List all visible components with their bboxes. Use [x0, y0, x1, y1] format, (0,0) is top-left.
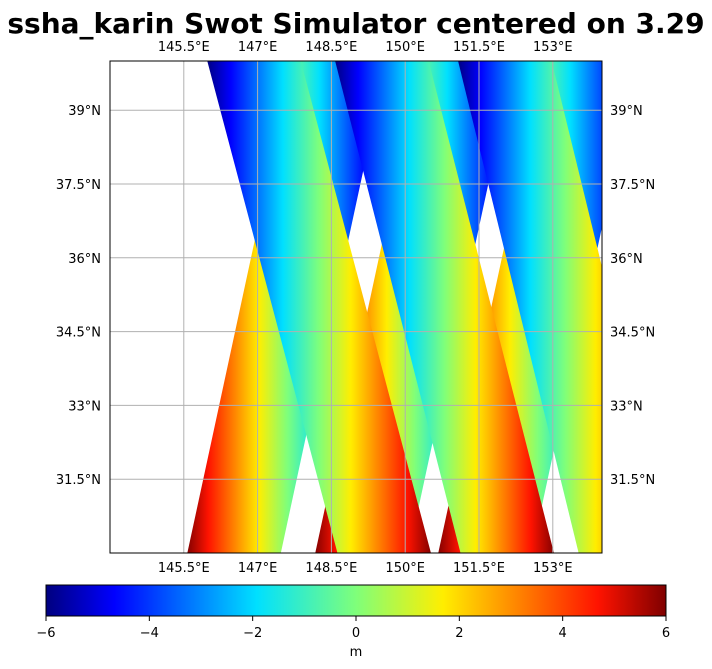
- chart-title: ssha_karin Swot Simulator centered on 3.…: [7, 7, 704, 40]
- x-tick-label-top: 148.5°E: [305, 40, 357, 55]
- colorbar-ticks: −6 −4 −2 0 2 4 6: [36, 616, 670, 641]
- colorbar-label: m: [350, 645, 363, 660]
- colorbar-tick-label: 2: [455, 626, 463, 641]
- colorbar-tick-label: 0: [352, 626, 360, 641]
- map-frame: [109, 60, 603, 554]
- x-tick-label-bottom: 150°E: [385, 561, 425, 576]
- x-tick-label-top: 153°E: [533, 40, 573, 55]
- colorbar-tick-label: −4: [140, 626, 159, 641]
- y-tick-label-left: 36°N: [68, 252, 101, 267]
- x-ticks-bottom: 145.5°E 147°E 148.5°E 150°E 151.5°E 153°E: [158, 561, 573, 576]
- map-area: [109, 60, 603, 554]
- x-tick-label-bottom: 151.5°E: [453, 561, 505, 576]
- x-tick-label-bottom: 145.5°E: [158, 561, 210, 576]
- y-tick-label-left: 37.5°N: [56, 178, 101, 193]
- y-tick-label-left: 39°N: [68, 104, 101, 119]
- colorbar-gradient: [45, 584, 667, 617]
- y-tick-label-right: 31.5°N: [610, 473, 655, 488]
- colorbar-tick-label: 4: [559, 626, 567, 641]
- y-tick-label-left: 31.5°N: [56, 473, 101, 488]
- x-tick-label-top: 151.5°E: [453, 40, 505, 55]
- colorbar-tick-label: −6: [36, 626, 55, 641]
- y-tick-label-left: 33°N: [68, 399, 101, 414]
- y-tick-label-right: 39°N: [610, 104, 643, 119]
- y-tick-label-left: 34.5°N: [56, 326, 101, 341]
- y-tick-label-right: 36°N: [610, 252, 643, 267]
- colorbar-tick-label: 6: [662, 626, 670, 641]
- x-tick-label-top: 150°E: [385, 40, 425, 55]
- colorbar-tick-label: −2: [243, 626, 262, 641]
- x-tick-label-top: 145.5°E: [158, 40, 210, 55]
- x-ticks-top: 145.5°E 147°E 148.5°E 150°E 151.5°E 153°E: [158, 40, 573, 55]
- x-tick-label-bottom: 153°E: [533, 561, 573, 576]
- colorbar: −6 −4 −2 0 2 4 6 m: [36, 584, 670, 660]
- y-ticks-left: 39°N 37.5°N 36°N 34.5°N 33°N 31.5°N: [56, 104, 101, 488]
- y-ticks-right: 39°N 37.5°N 36°N 34.5°N 33°N 31.5°N: [610, 104, 655, 488]
- x-tick-label-top: 147°E: [238, 40, 278, 55]
- y-tick-label-right: 33°N: [610, 399, 643, 414]
- y-tick-label-right: 34.5°N: [610, 326, 655, 341]
- gridlines: [110, 61, 602, 553]
- y-tick-label-right: 37.5°N: [610, 178, 655, 193]
- x-tick-label-bottom: 147°E: [238, 561, 278, 576]
- x-tick-label-bottom: 148.5°E: [305, 561, 357, 576]
